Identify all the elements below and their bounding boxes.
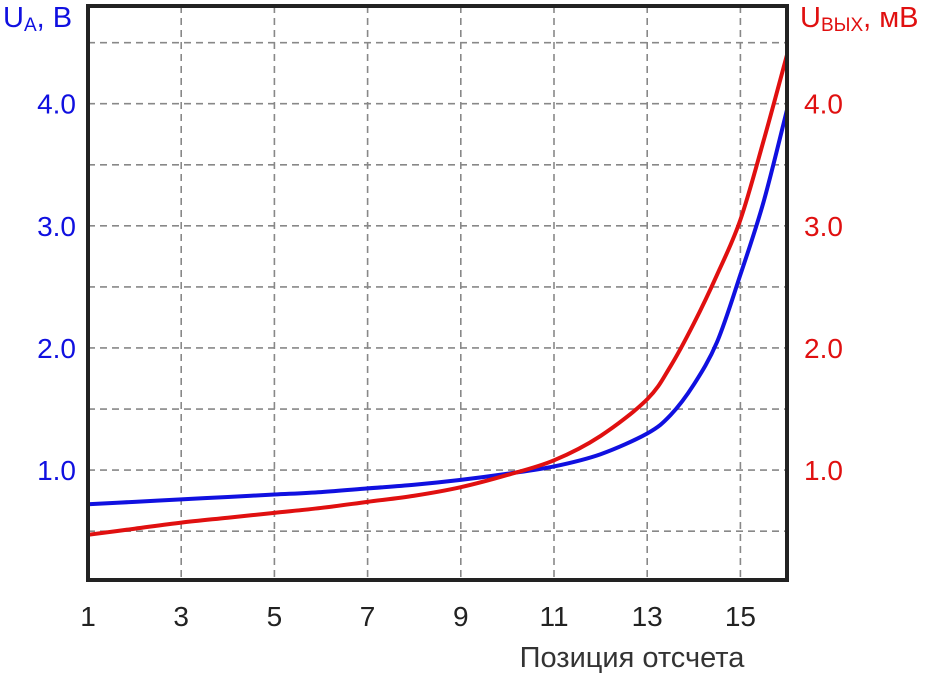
x-axis-title: Позиция отсчета (520, 642, 746, 674)
x-tick-label: 3 (173, 601, 189, 632)
x-tick-labels: 1 3 5 7 9 11 13 15 (80, 601, 756, 632)
left-tick-labels: 1.0 2.0 3.0 4.0 (37, 89, 76, 486)
series-line-ua (86, 107, 789, 507)
x-tick-label: 9 (453, 601, 469, 632)
left-tick-label: 1.0 (37, 455, 76, 486)
right-tick-label: 1.0 (804, 455, 843, 486)
right-tick-label: 2.0 (804, 333, 843, 364)
right-tick-label: 4.0 (804, 89, 843, 120)
left-axis-title: UA, В (3, 2, 72, 36)
x-tick-label: 13 (632, 601, 663, 632)
right-tick-label: 3.0 (804, 211, 843, 242)
right-tick-labels: 1.0 2.0 3.0 4.0 (804, 89, 843, 486)
plot-frame (86, 4, 789, 582)
right-axis-title: UВЫХ, мВ (800, 2, 919, 36)
left-tick-label: 4.0 (37, 89, 76, 120)
x-tick-label: 1 (80, 601, 96, 632)
series-line-uvyh (86, 52, 789, 537)
left-tick-label: 3.0 (37, 211, 76, 242)
x-tick-label: 5 (267, 601, 283, 632)
left-tick-label: 2.0 (37, 333, 76, 364)
grid-lines (88, 6, 787, 580)
x-tick-label: 7 (360, 601, 376, 632)
x-tick-label: 11 (539, 601, 568, 632)
x-tick-label: 15 (725, 601, 756, 632)
series-lines (86, 52, 789, 537)
